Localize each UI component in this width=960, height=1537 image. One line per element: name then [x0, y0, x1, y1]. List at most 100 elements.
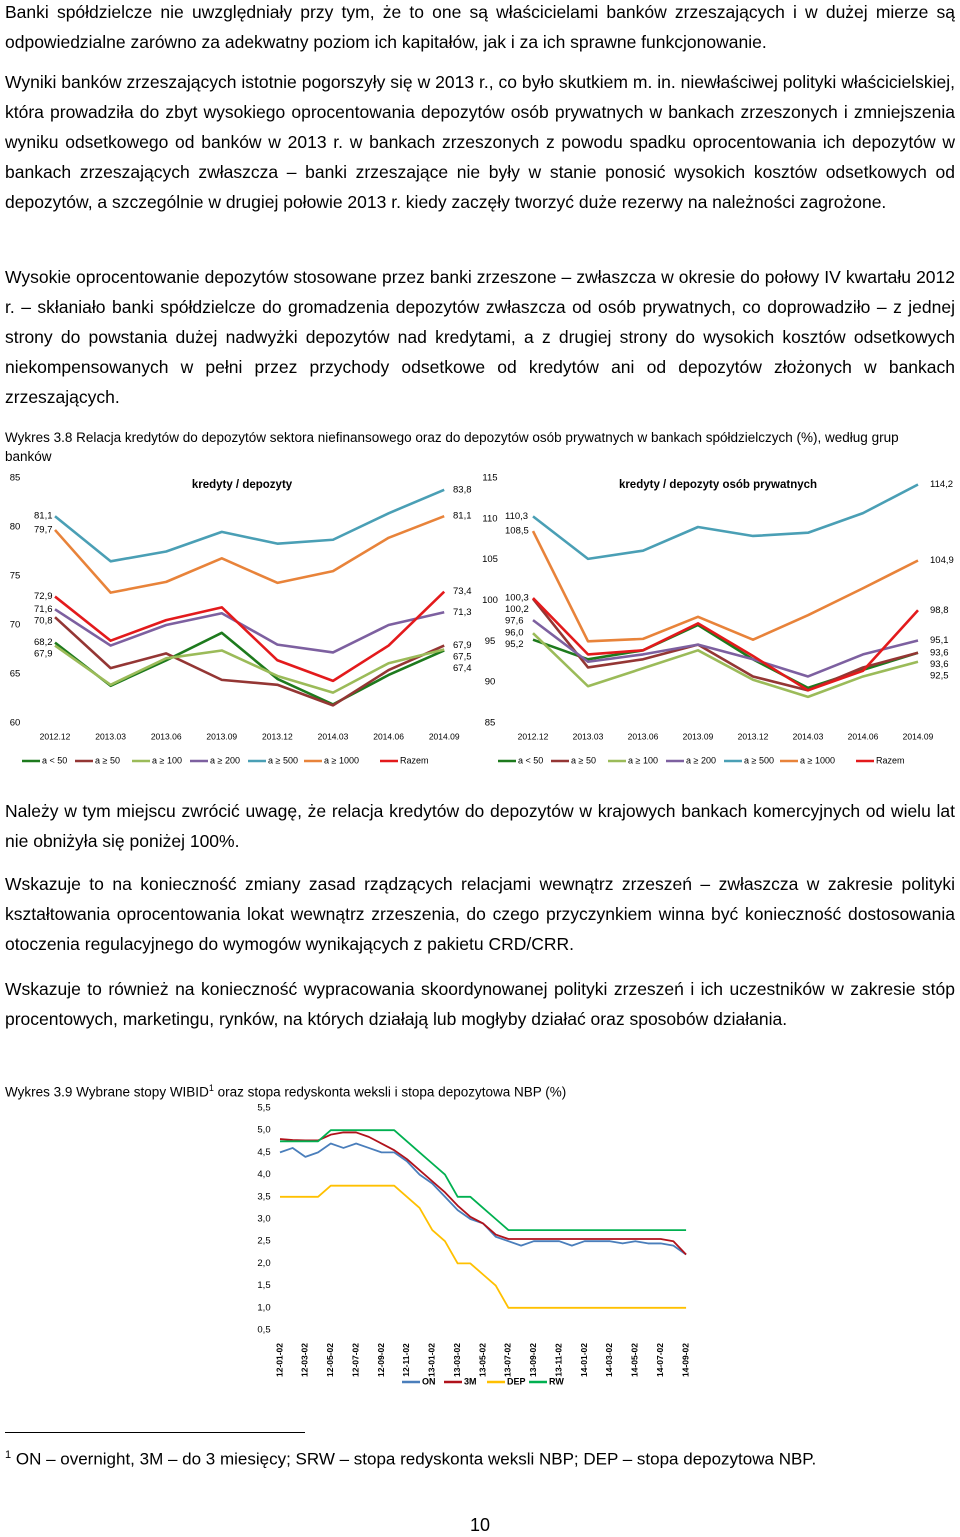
- chart-title: kredyty / depozyty: [192, 479, 293, 491]
- y-tick-label: 65: [10, 669, 21, 680]
- data-label: 100,3: [505, 593, 529, 604]
- series-line: [280, 1184, 687, 1309]
- x-tick-label: 2013.03: [573, 731, 604, 741]
- series-line: [280, 1129, 687, 1231]
- data-label: 114,2: [930, 479, 953, 490]
- paragraph: Należy w tym miejscu zwrócić uwagę, że r…: [5, 801, 955, 851]
- paragraph: Wysokie oprocentowanie depozytów stosowa…: [5, 267, 955, 407]
- y-tick-label: 5,0: [257, 1125, 270, 1136]
- paragraph: Wskazuje to na konieczność zmiany zasad …: [5, 874, 955, 954]
- data-label: 67,4: [453, 663, 472, 674]
- footnote-rule: [5, 1432, 305, 1433]
- x-tick-label: 2012.12: [40, 731, 71, 741]
- caption-text: oraz stopa redyskonta weksli i stopa dep…: [213, 1084, 567, 1100]
- y-tick-label: 85: [485, 718, 496, 729]
- data-label: 72,9: [34, 591, 53, 602]
- footnote-mark: 1: [208, 1083, 214, 1093]
- data-label: 93,6: [930, 647, 949, 658]
- series-line: [532, 619, 919, 678]
- legend-label: Razem: [400, 755, 429, 765]
- data-label: 97,6: [505, 616, 524, 627]
- series-line: [54, 488, 445, 563]
- series-line: [54, 644, 445, 694]
- y-tick-label: 2,0: [257, 1258, 270, 1269]
- legend-label: a < 50: [42, 755, 67, 765]
- data-label: 71,3: [453, 607, 472, 618]
- data-label: 67,5: [453, 652, 472, 663]
- data-label: 108,5: [505, 526, 529, 537]
- x-tick-label: 2013.12: [262, 731, 293, 741]
- caption-text: Wykres 3.9 Wybrane stopy WIBID: [5, 1084, 209, 1100]
- data-label: 95,2: [505, 639, 524, 650]
- paragraph: Wyniki banków zrzeszających istotnie pog…: [5, 72, 955, 212]
- paragraph: Banki spółdzielcze nie uwzględniały przy…: [5, 2, 955, 52]
- legend-label: a ≥ 1000: [324, 755, 359, 765]
- x-tick-label: 2012.12: [518, 731, 549, 741]
- footnote: 1 ON – overnight, 3M – do 3 miesięcy; SR…: [5, 1442, 816, 1473]
- series-line: [279, 1142, 687, 1256]
- x-tick-label: 14-01-02: [579, 1343, 589, 1377]
- x-tick-label: 2014.09: [903, 731, 934, 741]
- data-label: 70,8: [34, 615, 53, 626]
- series-line: [54, 616, 445, 707]
- y-tick-label: 100: [482, 595, 498, 606]
- legend-label: 3M: [464, 1376, 477, 1386]
- data-label: 67,9: [453, 640, 472, 651]
- legend-label: a ≥ 50: [95, 755, 120, 765]
- y-tick-label: 90: [485, 677, 496, 688]
- x-tick-label: 2014.03: [318, 731, 349, 741]
- series-line: [532, 483, 919, 561]
- legend-label: Razem: [876, 755, 905, 765]
- y-tick-label: 110: [482, 513, 497, 524]
- page-number: 10: [469, 1515, 491, 1535]
- x-tick-label: 2013.06: [151, 731, 182, 741]
- data-label: 93,6: [930, 659, 949, 670]
- x-tick-label: 12-01-02: [274, 1343, 284, 1377]
- x-tick-label: 13-03-02: [452, 1343, 462, 1377]
- figure-caption: Wykres 3.9 Wybrane stopy WIBID1 oraz sto…: [5, 1079, 940, 1102]
- paragraph: Wskazuje to również na konieczność wypra…: [5, 979, 955, 1029]
- y-tick-label: 70: [10, 620, 21, 631]
- y-tick-label: 85: [10, 473, 21, 484]
- x-tick-label: 13-09-02: [528, 1343, 538, 1377]
- x-tick-label: 2014.06: [373, 731, 404, 741]
- x-tick-label: 14-07-02: [655, 1343, 665, 1377]
- y-tick-label: 3,0: [257, 1214, 270, 1225]
- x-tick-label: 2013.06: [628, 731, 659, 741]
- data-label: 110,3: [505, 511, 528, 522]
- data-label: 81,1: [453, 511, 472, 522]
- series-line: [531, 598, 919, 692]
- figure-caption: Wykres 3.8 Relacja kredytów do depozytów…: [5, 430, 899, 464]
- y-tick-label: 5,5: [257, 1103, 270, 1114]
- data-label: 83,8: [453, 484, 472, 495]
- x-tick-label: 14-05-02: [630, 1343, 640, 1377]
- chart-title: kredyty / depozyty osób prywatnych: [619, 479, 817, 491]
- x-tick-label: 12-07-02: [350, 1343, 360, 1377]
- x-tick-label: 2013.12: [738, 731, 769, 741]
- data-label: 73,4: [453, 586, 472, 597]
- x-tick-label: 2013.09: [683, 731, 714, 741]
- y-tick-label: 115: [482, 473, 497, 484]
- x-tick-label: 13-01-02: [427, 1343, 437, 1377]
- x-tick-label: 12-09-02: [376, 1343, 386, 1377]
- legend-label: DEP: [507, 1376, 526, 1386]
- x-tick-label: 13-07-02: [503, 1343, 513, 1377]
- legend-label: a ≥ 100: [152, 755, 182, 765]
- data-label: 104,9: [930, 555, 954, 566]
- series-line: [532, 632, 919, 699]
- x-tick-label: 2013.03: [95, 731, 126, 741]
- legend-label: a ≥ 500: [744, 755, 774, 765]
- legend-label: a ≥ 50: [571, 755, 596, 765]
- legend-label: a ≥ 1000: [800, 755, 835, 765]
- legend-label: a ≥ 100: [628, 755, 658, 765]
- y-tick-label: 60: [10, 718, 21, 729]
- x-tick-label: 12-03-02: [300, 1343, 310, 1377]
- series-line: [54, 608, 445, 654]
- y-tick-label: 75: [10, 571, 21, 582]
- data-label: 98,8: [930, 605, 949, 616]
- x-tick-label: 2014.06: [848, 731, 879, 741]
- series-line: [279, 1131, 687, 1256]
- x-tick-label: 13-11-02: [553, 1343, 563, 1377]
